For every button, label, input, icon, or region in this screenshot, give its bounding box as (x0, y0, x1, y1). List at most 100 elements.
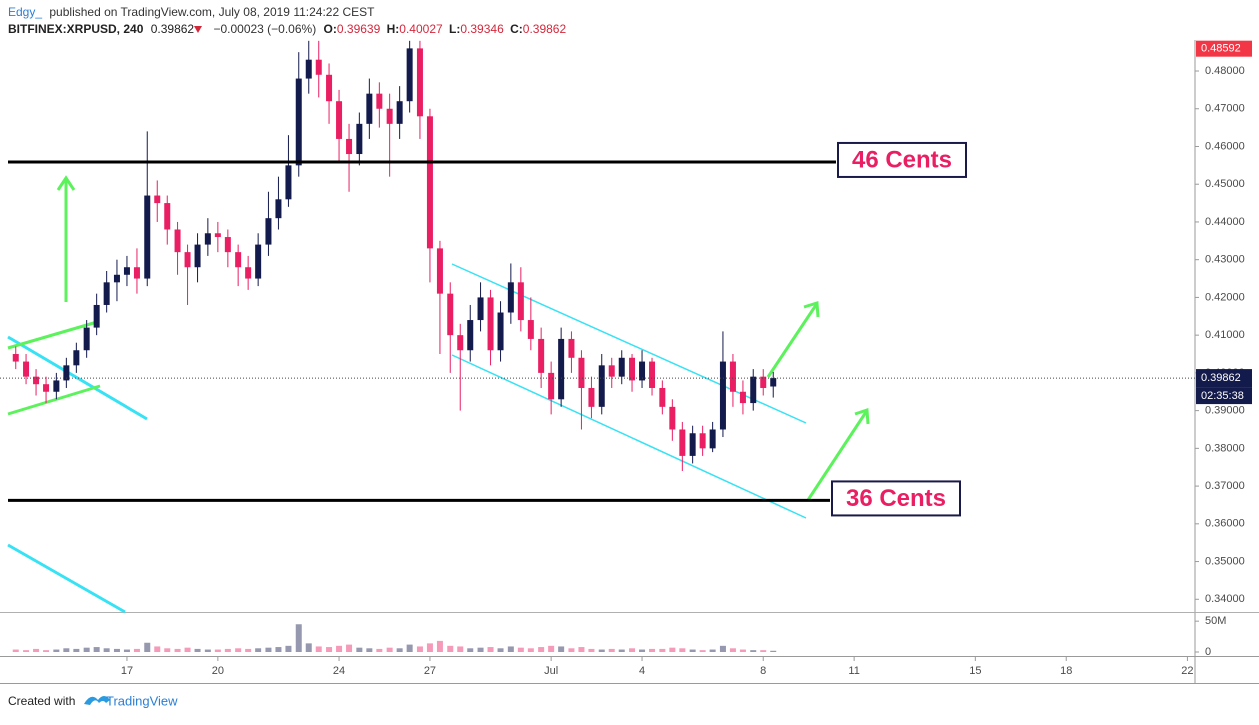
candle-body (699, 433, 706, 449)
volume-bar (184, 647, 191, 652)
candle-body (639, 361, 646, 381)
y-tick-label: 0.48000 (1205, 65, 1245, 77)
candle-body (467, 320, 474, 351)
countdown-label: 02:35:38 (1201, 390, 1244, 402)
y-tick-label: 0.39000 (1205, 405, 1245, 417)
volume-bar (12, 649, 19, 652)
volume-bar (386, 647, 393, 652)
ohlc-key: C: (510, 22, 523, 36)
volume-bar (265, 647, 272, 652)
level-label: 46 Cents (852, 146, 952, 173)
volume-bar (568, 648, 575, 652)
volume-bar (295, 624, 302, 652)
volume-bar (43, 650, 50, 652)
y-tick-label: 0.38000 (1205, 442, 1245, 454)
candle-body (770, 378, 777, 387)
candle-body (406, 48, 413, 102)
volume-bar (517, 647, 524, 652)
candle-body (507, 282, 514, 313)
candle-body (164, 203, 171, 230)
candle-body (436, 248, 443, 294)
y-tick-label: 0.46000 (1205, 140, 1245, 152)
candle-body (184, 252, 191, 268)
volume-bar (538, 647, 545, 652)
candle-body (224, 237, 231, 253)
candle-body (578, 357, 585, 388)
triangle-line (7, 384, 101, 416)
volume-bar (497, 648, 504, 652)
volume-bar (326, 647, 333, 652)
candle-body (760, 376, 767, 388)
candle-body (598, 365, 605, 407)
candle-body (588, 387, 595, 407)
volume-bar (548, 645, 555, 652)
footer-brand[interactable]: TradingView (106, 693, 178, 708)
volume-bar (83, 647, 90, 652)
candle-body (123, 267, 130, 275)
volume-tick-label: 50M (1205, 615, 1226, 627)
candle-body (558, 338, 565, 400)
countdown-tag (1196, 387, 1252, 405)
candle-body (174, 229, 181, 253)
candle-body (689, 433, 696, 456)
last-price-tag (1196, 369, 1252, 388)
candle-body (214, 233, 221, 238)
volume-bar (447, 645, 454, 652)
candle-body (194, 244, 201, 268)
candle-body (608, 365, 615, 377)
candle-body (154, 195, 161, 204)
ohlc-value: 0.39346 (460, 22, 504, 36)
y-tick-label: 0.42000 (1205, 291, 1245, 303)
candle-body (93, 304, 100, 328)
last-price-label: 0.39862 (1201, 372, 1241, 384)
trend-line (7, 543, 126, 614)
volume-tick-label: 0 (1205, 646, 1211, 658)
arrows (56, 175, 870, 501)
symbol: BITFINEX:XRPUSD, 240 (8, 22, 144, 36)
level-label-box (837, 141, 967, 178)
candle-body (113, 274, 120, 283)
candle-body (265, 218, 272, 245)
x-tick-label: 22 (1181, 665, 1193, 677)
candle-body (356, 123, 363, 155)
volume-bar (588, 648, 595, 652)
volume-bar (416, 646, 423, 652)
candle-body (426, 116, 433, 249)
candle-body (416, 48, 423, 117)
candle-body (305, 59, 312, 79)
volume-bar (224, 648, 231, 652)
volume-bar (558, 646, 565, 652)
candle-body (548, 372, 555, 400)
volume-bar (487, 647, 494, 652)
candle-body (629, 357, 636, 381)
candle-body (396, 101, 403, 124)
ohlc-key: L: (449, 22, 460, 36)
candle-body (83, 327, 90, 351)
candle-body (447, 293, 454, 336)
volume-bar (629, 648, 636, 652)
x-tick-label: 17 (121, 665, 133, 677)
arrow (766, 301, 820, 378)
candle-body (326, 74, 333, 102)
volume-bar (214, 649, 221, 652)
volume-bar (255, 648, 262, 652)
ohlc-value: 0.39862 (523, 22, 567, 36)
candle-body (235, 252, 242, 268)
candle-body (336, 101, 343, 139)
volume-bar (275, 647, 282, 652)
volume-bar (164, 648, 171, 652)
volume-bar (679, 648, 686, 652)
candle-body (144, 195, 151, 279)
arrow (806, 407, 870, 501)
candle-body (750, 376, 757, 404)
volume-bar (63, 648, 70, 652)
volume-bar (750, 650, 757, 652)
volume-bar (406, 644, 413, 652)
volume-bar (174, 648, 181, 652)
author[interactable]: Edgy_ (8, 5, 42, 19)
ohlc-value: 0.40027 (399, 22, 443, 36)
trend-line (7, 335, 148, 421)
volume-bar (659, 648, 666, 652)
x-tick-label: 8 (760, 665, 766, 677)
x-tick-label: 18 (1060, 665, 1072, 677)
